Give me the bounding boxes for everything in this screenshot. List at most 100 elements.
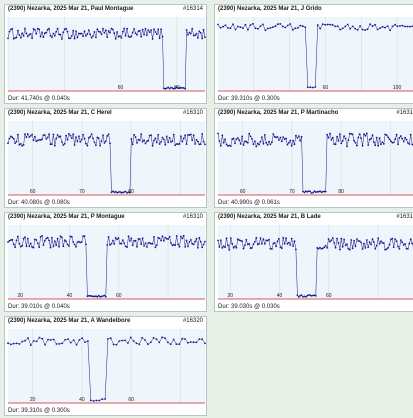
data-point <box>99 31 101 33</box>
data-point <box>236 137 239 139</box>
data-point <box>172 133 175 136</box>
data-point <box>107 338 109 340</box>
data-point <box>327 136 330 139</box>
data-point <box>406 25 409 28</box>
data-point <box>272 26 274 29</box>
data-point <box>140 243 143 246</box>
data-point <box>170 141 172 143</box>
data-point <box>14 37 16 39</box>
data-point <box>189 239 192 241</box>
data-point <box>272 133 275 135</box>
data-point <box>58 343 61 345</box>
data-point <box>129 36 131 38</box>
data-point <box>133 28 136 30</box>
data-point <box>280 247 283 250</box>
data-point <box>288 141 290 144</box>
data-point <box>312 294 314 297</box>
data-point <box>137 30 140 33</box>
data-point <box>53 144 56 147</box>
lightcurve-panel: (2390) Nezarka, 2025 Mar 21, C Herel #163… <box>4 108 207 208</box>
data-point <box>114 237 117 239</box>
data-point <box>175 86 178 88</box>
data-point <box>326 133 328 136</box>
data-point <box>361 144 364 147</box>
data-point <box>261 136 263 139</box>
data-point <box>32 28 35 30</box>
data-point <box>381 25 384 28</box>
data-point <box>17 29 19 32</box>
data-point <box>319 246 321 249</box>
data-point <box>127 35 130 38</box>
data-point <box>273 135 276 138</box>
data-point <box>353 239 355 242</box>
data-point <box>369 23 371 26</box>
data-point <box>204 342 206 345</box>
data-point <box>43 239 46 242</box>
data-point <box>92 137 94 140</box>
data-point <box>347 139 350 141</box>
data-point <box>407 142 409 144</box>
data-point <box>171 87 174 89</box>
data-point <box>282 136 285 138</box>
data-point <box>314 191 317 193</box>
data-point <box>346 243 348 246</box>
data-point <box>334 143 337 146</box>
data-point <box>375 136 378 139</box>
data-point <box>11 238 14 241</box>
data-point <box>147 139 150 142</box>
data-point <box>297 296 300 298</box>
data-point <box>119 242 121 245</box>
data-point <box>361 28 364 31</box>
data-point <box>187 341 189 344</box>
data-point <box>263 134 266 136</box>
data-point <box>10 343 12 346</box>
data-point <box>45 237 48 240</box>
data-point <box>185 143 188 145</box>
data-point <box>275 245 277 248</box>
data-point <box>269 27 272 29</box>
data-point <box>38 336 41 339</box>
data-point <box>171 244 174 247</box>
data-point <box>65 240 67 243</box>
data-point <box>192 34 195 37</box>
data-point <box>55 137 58 140</box>
data-point <box>293 240 296 243</box>
data-point <box>202 243 205 246</box>
data-point <box>322 247 324 250</box>
data-point <box>258 143 260 146</box>
data-point <box>80 32 83 35</box>
lightcurve-plot: 60 70 80 <box>217 121 413 196</box>
data-point <box>103 32 106 34</box>
data-point <box>90 36 93 39</box>
data-point <box>261 242 263 245</box>
data-point <box>322 190 324 193</box>
x-tick-label: 60 <box>326 293 332 299</box>
data-point <box>305 190 307 193</box>
data-point <box>41 337 44 340</box>
lightcurve-plot: 60 100 <box>217 17 413 92</box>
data-point <box>136 245 138 248</box>
data-point <box>371 25 374 28</box>
data-point <box>126 192 128 194</box>
data-point <box>27 337 29 339</box>
data-point <box>72 133 75 136</box>
data-point <box>329 132 331 135</box>
data-point <box>144 142 147 145</box>
data-point <box>181 337 184 340</box>
data-point <box>75 245 77 248</box>
data-point <box>124 339 126 342</box>
data-point <box>148 242 151 244</box>
data-point <box>34 29 36 31</box>
data-point <box>385 134 388 137</box>
data-point <box>199 240 202 243</box>
data-point <box>151 144 154 147</box>
data-point <box>346 23 349 26</box>
data-point <box>195 237 198 240</box>
data-point <box>120 242 123 245</box>
data-point <box>62 31 65 34</box>
data-point <box>365 132 368 135</box>
data-point <box>373 241 375 243</box>
data-point <box>170 242 172 244</box>
data-point <box>107 133 110 136</box>
data-point <box>224 138 226 141</box>
